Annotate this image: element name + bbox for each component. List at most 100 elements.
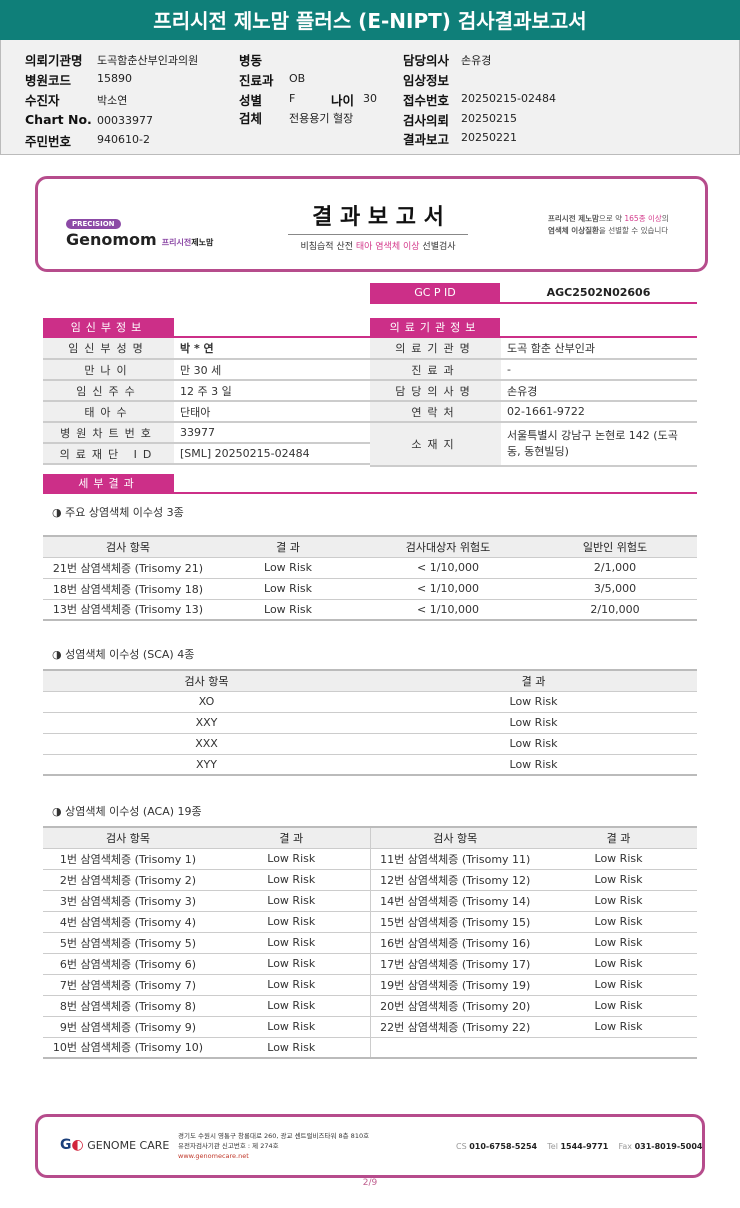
- column-header: 결 과: [540, 826, 697, 849]
- info-row: 병원차트번호 33977: [43, 422, 370, 444]
- info-label: 임상정보: [403, 73, 450, 88]
- footer-brand: GENOME CARE: [87, 1139, 170, 1152]
- info-row: 태아수 단태아: [43, 401, 370, 423]
- table-cell: Low Risk: [540, 911, 697, 933]
- info-value: 박소연: [97, 94, 128, 107]
- tel-label: Tel: [547, 1142, 558, 1151]
- table-cell: 15번 삼염색체증 (Trisomy 15): [369, 911, 540, 933]
- row-value: 도곡 함춘 산부인과: [501, 338, 697, 360]
- desc-b: 으로 약: [598, 214, 625, 223]
- divider: [370, 336, 697, 338]
- table-cell: 2/10,000: [533, 599, 697, 621]
- table-row: 21번 삼염색체증 (Trisomy 21) Low Risk < 1/10,000…: [43, 557, 697, 579]
- info-label: 의뢰기관명: [25, 53, 83, 68]
- table-cell: Low Risk: [213, 848, 370, 870]
- table-cell: Low Risk: [213, 911, 370, 933]
- tel-number: 1544-9771: [560, 1142, 609, 1151]
- table-cell: [540, 1037, 697, 1059]
- table-row: 13번 삼염색체증 (Trisomy 13) Low Risk < 1/10,000…: [43, 599, 697, 621]
- table-cell: XYY: [43, 754, 370, 776]
- card-subtitle: 비침습적 산전 태아 염색체 이상 선별검사: [288, 239, 468, 252]
- info-value: 00033977: [97, 114, 153, 127]
- info-label: 결과보고: [403, 132, 450, 147]
- info-label: 나이: [331, 93, 355, 108]
- desc-a: 프리시전 제노맘: [548, 214, 599, 223]
- info-label: 수진자: [25, 93, 60, 108]
- table-cell: Low Risk: [213, 599, 363, 621]
- sub-b: 태아 염색체 이상: [355, 242, 420, 252]
- table-cell: XO: [43, 691, 370, 713]
- table-row: XO Low Risk: [43, 691, 697, 713]
- row-value: 02-1661-9722: [501, 401, 697, 423]
- major-aneuploidy-table: 검사 항목 결 과 검사대상자 위험도 일반인 위험도 21번 삼염색체증 (Triso…: [43, 535, 697, 621]
- table-row: 8번 삼염색체증 (Trisomy 8) Low Risk 20번 삼염색체증 (T…: [43, 995, 697, 1017]
- table-cell: Low Risk: [540, 890, 697, 912]
- table-cell: Low Risk: [540, 932, 697, 954]
- patient-info-header: 임신부정보: [43, 318, 174, 338]
- divider: [43, 492, 697, 494]
- table-row: 6번 삼염색체증 (Trisomy 6) Low Risk 17번 삼염색체증 (T…: [43, 953, 697, 975]
- table-cell: < 1/10,000: [363, 599, 533, 621]
- table-cell: 10번 삼염색체증 (Trisomy 10): [43, 1037, 213, 1059]
- logo-sub2: 제노맘: [191, 238, 214, 247]
- row-value: 12 주 3 일: [174, 380, 370, 402]
- row-label: 의료재단 ID: [43, 443, 174, 465]
- row-label: 의료기관명: [370, 338, 501, 360]
- clinic-info-header: 의료기관정보: [370, 318, 500, 338]
- column-header: 검사 항목: [43, 826, 213, 849]
- info-value: F: [289, 92, 296, 105]
- column-header: 결 과: [213, 826, 370, 849]
- row-label: 연락처: [370, 401, 501, 423]
- aca-table: 검사 항목 결 과 검사 항목 결 과 1번 삼염색체증 (Trisomy 1) Low …: [43, 826, 697, 1059]
- table-row: 3번 삼염색체증 (Trisomy 3) Low Risk 14번 삼염색체증 (T…: [43, 890, 697, 912]
- table-row: 2번 삼염색체증 (Trisomy 2) Low Risk 12번 삼염색체증 (T…: [43, 869, 697, 891]
- table-cell: < 1/10,000: [363, 557, 533, 579]
- genomom-logo: PRECISION Genomom 프리시전제노맘: [66, 211, 213, 249]
- table-cell: Low Risk: [213, 1037, 370, 1059]
- divider: [43, 336, 370, 338]
- info-label: 접수번호: [403, 93, 450, 108]
- table-cell: Low Risk: [540, 1016, 697, 1038]
- info-row: 연락처 02-1661-9722: [370, 401, 697, 423]
- info-label: 성별: [239, 93, 263, 108]
- footer-registration: 유전자검사기관 신고번호 : 제 274호: [178, 1142, 279, 1150]
- gc-logo-icon: G: [60, 1137, 72, 1153]
- footer-website-link[interactable]: www.genomecare.net: [178, 1152, 249, 1160]
- report-header-card: PRECISION Genomom 프리시전제노맘 결 과 보 고 서 비침습적…: [35, 176, 708, 272]
- table-row: 4번 삼염색체증 (Trisomy 4) Low Risk 15번 삼염색체증 (T…: [43, 911, 697, 933]
- table-cell: 4번 삼염색체증 (Trisomy 4): [43, 911, 213, 933]
- info-label: 검사의뢰: [403, 113, 450, 128]
- table-cell: 2/1,000: [533, 557, 697, 579]
- info-row: 만나이 만 30 세: [43, 359, 370, 381]
- precision-badge: PRECISION: [66, 219, 121, 229]
- table-row: 9번 삼염색체증 (Trisomy 9) Low Risk 22번 삼염색체증 (T…: [43, 1016, 697, 1038]
- table-cell: Low Risk: [213, 557, 363, 579]
- header-row: 검사 항목 결 과 검사 항목 결 과: [43, 826, 697, 849]
- table-cell: 1번 삼염색체증 (Trisomy 1): [43, 848, 213, 870]
- table-cell: 2번 삼염색체증 (Trisomy 2): [43, 869, 213, 891]
- table-cell: Low Risk: [213, 578, 363, 600]
- table-cell: Low Risk: [540, 869, 697, 891]
- info-row: 진료과 -: [370, 359, 697, 381]
- table-cell: 3/5,000: [533, 578, 697, 600]
- table-cell: Low Risk: [213, 953, 370, 975]
- table-row: XXY Low Risk: [43, 712, 697, 734]
- table-cell: Low Risk: [213, 995, 370, 1017]
- table-cell: 16번 삼염색체증 (Trisomy 16): [369, 932, 540, 954]
- row-label: 병원차트번호: [43, 422, 174, 444]
- info-value: 전용용기 혈장: [289, 112, 354, 125]
- row-label: 만나이: [43, 359, 174, 381]
- info-value: 30: [363, 92, 377, 105]
- table-row: XYY Low Risk: [43, 754, 697, 776]
- info-label: 진료과: [239, 73, 274, 88]
- info-value: 도곡함춘산부인과의원: [97, 54, 199, 67]
- info-value: 20250215: [461, 112, 517, 125]
- table-cell: Low Risk: [540, 848, 697, 870]
- row-value: -: [501, 359, 697, 381]
- desc-e: 염색체 이상질환: [548, 226, 599, 235]
- table-cell: Low Risk: [370, 712, 697, 734]
- row-value: 33977: [174, 422, 370, 444]
- table-cell: 20번 삼염색체증 (Trisomy 20): [369, 995, 540, 1017]
- info-label: Chart No.: [25, 112, 92, 127]
- info-value: 20250221: [461, 131, 517, 144]
